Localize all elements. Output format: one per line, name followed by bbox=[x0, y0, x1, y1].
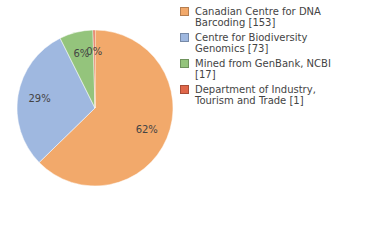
svg-text:29%: 29% bbox=[29, 93, 51, 104]
html-text:Centre for Biodiversity Genomi: Centre for Biodiversity Genomics [73] bbox=[195, 32, 308, 54]
svg-text:62%: 62% bbox=[136, 124, 158, 135]
html-text:Canadian Centre for DNA Barcod: Canadian Centre for DNA Barcoding [153] bbox=[195, 6, 321, 28]
html-text:Mined from GenBank, NCBI [17]: Mined from GenBank, NCBI [17] bbox=[195, 58, 331, 80]
svg-text:0%: 0% bbox=[86, 46, 102, 57]
html-text:Department of Industry, Touris: Department of Industry, Tourism and Trad… bbox=[195, 84, 316, 106]
svg-text:6%: 6% bbox=[73, 48, 90, 59]
